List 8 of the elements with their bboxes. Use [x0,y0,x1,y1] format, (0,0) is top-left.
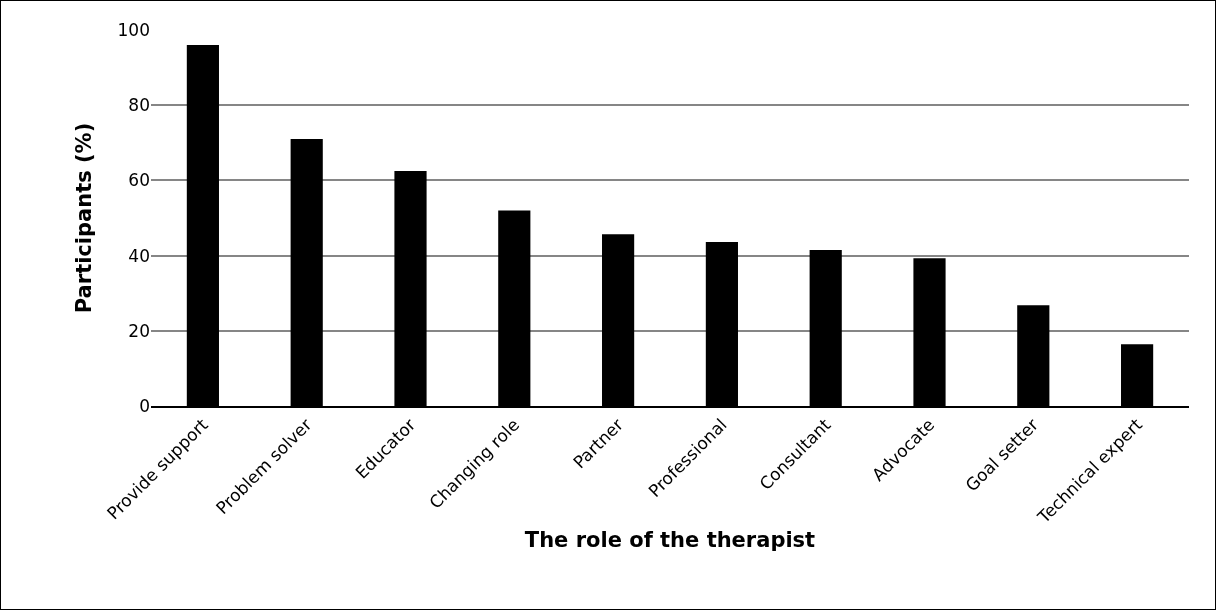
y-tick-label: 100 [117,19,150,40]
x-axis-title: The role of the therapist [524,528,816,553]
y-tick-label: 80 [128,95,150,116]
y-tick-label: 0 [139,395,150,416]
y-tick-label: 60 [128,170,150,191]
y-tick-label: 40 [128,245,150,266]
y-tick-label: 20 [128,320,150,341]
y-axis-title: Participants (%) [71,122,96,314]
